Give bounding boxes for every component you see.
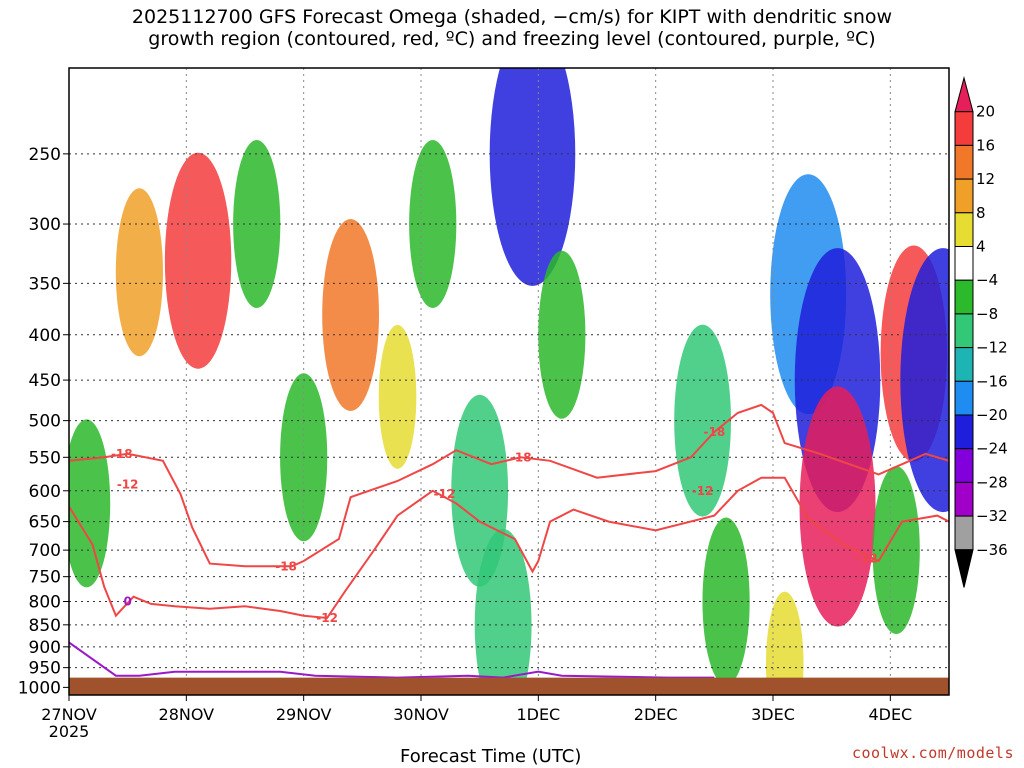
credit-link[interactable]: coolwx.com/models bbox=[851, 744, 1014, 762]
omega-cell-18 bbox=[872, 466, 920, 635]
colorbar-swatch-10 bbox=[954, 414, 974, 450]
colorbar-swatch-2 bbox=[954, 144, 974, 180]
y-tick-label-900: 900 bbox=[29, 638, 61, 658]
x-tick-label-3DEC: 3DEC bbox=[751, 705, 795, 724]
contour-label-1: -12 bbox=[117, 477, 139, 491]
colorbar-label-7: −12 bbox=[976, 339, 1008, 357]
contour-label-7: -12 bbox=[692, 484, 714, 498]
colorbar-label-8: −16 bbox=[976, 372, 1008, 390]
x-year-label: 2025 bbox=[49, 722, 90, 741]
x-tick-label-28NOV: 28NOV bbox=[159, 705, 215, 724]
x-axis: 27NOV 28NOV 29NOV 30NOV 1DEC 2DEC 3DEC 4DEC 2025 bbox=[41, 695, 912, 741]
contour-label-4: -18 bbox=[510, 450, 532, 464]
contour-label-0: -18 bbox=[111, 447, 133, 461]
x-tick-label-29NOV: 29NOV bbox=[276, 705, 332, 724]
y-tick-label-950: 950 bbox=[29, 659, 61, 679]
x-axis-label: Forecast Time (UTC) bbox=[400, 746, 582, 767]
x-tick-label-30NOV: 30NOV bbox=[393, 705, 449, 724]
colorbar-swatch-6 bbox=[954, 279, 974, 315]
omega-cell-20 bbox=[765, 591, 804, 695]
colorbar-label-5: −4 bbox=[976, 271, 998, 289]
omega-cell-2 bbox=[164, 152, 232, 369]
colorbar-label-4: 4 bbox=[976, 238, 986, 256]
x-tick-label-27NOV: 27NOV bbox=[41, 705, 97, 724]
y-tick-label-600: 600 bbox=[29, 482, 61, 502]
colorbar-swatch-4 bbox=[954, 212, 974, 248]
colorbar-swatch-1 bbox=[954, 111, 974, 146]
contour-label-5: -12 bbox=[434, 487, 456, 501]
terrain-band bbox=[69, 677, 949, 695]
omega-cell-1 bbox=[115, 188, 163, 357]
colorbar-swatch-3 bbox=[954, 178, 974, 214]
colorbar: 20 16 12 8 4 −4 −8 −12 −16 −20 −24 −28 −32 −36 bbox=[954, 76, 1008, 588]
colorbar-label-13: −36 bbox=[976, 541, 1008, 559]
omega-cell-13 bbox=[702, 517, 750, 686]
dgz-contour-minus12 bbox=[69, 476, 949, 620]
contour-label-9: 0 bbox=[123, 595, 131, 609]
colorbar-label-12: −32 bbox=[976, 507, 1008, 525]
omega-cell-10 bbox=[489, 68, 576, 286]
colorbar-swatch-12 bbox=[954, 481, 974, 517]
y-tick-label-400: 400 bbox=[29, 326, 61, 346]
y-tick-label-750: 750 bbox=[29, 568, 61, 588]
terrain bbox=[69, 677, 949, 695]
plot-frame bbox=[68, 67, 950, 696]
colorbar-swatch-14 bbox=[954, 549, 974, 588]
contour-label-6: -18 bbox=[703, 425, 725, 439]
colorbar-swatch-5 bbox=[954, 246, 974, 281]
omega-cell-12 bbox=[674, 324, 731, 517]
dgz-contour-minus18 bbox=[69, 403, 949, 568]
y-tick-label-1000: 1000 bbox=[18, 678, 61, 698]
omega-cell-19 bbox=[900, 248, 949, 513]
y-tick-label-800: 800 bbox=[29, 593, 61, 613]
y-tick-label-700: 700 bbox=[29, 541, 61, 561]
y-tick-label-300: 300 bbox=[29, 215, 61, 235]
colorbar-swatch-13 bbox=[954, 515, 974, 551]
y-tick-label-350: 350 bbox=[29, 274, 61, 294]
colorbar-label-2: 12 bbox=[976, 170, 995, 188]
omega-cell-7 bbox=[409, 140, 457, 309]
x-tick-label-4DEC: 4DEC bbox=[868, 705, 912, 724]
grid-lines bbox=[69, 68, 949, 695]
omega-cell-0 bbox=[69, 419, 111, 588]
omega-cell-6 bbox=[378, 324, 417, 469]
omega-cell-4 bbox=[322, 219, 379, 412]
colorbar-label-9: −20 bbox=[976, 406, 1008, 424]
chart-title: 2025112700 GFS Forecast Omega (shaded, −… bbox=[0, 6, 1024, 50]
y-axis: 2503003504004505005506006507007508008509… bbox=[18, 145, 69, 698]
y-tick-label-450: 450 bbox=[29, 371, 61, 391]
colorbar-swatch-9 bbox=[954, 380, 974, 416]
contour-label-8: -12 bbox=[856, 551, 878, 565]
colorbar-label-11: −28 bbox=[976, 473, 1008, 491]
colorbar-label-1: 16 bbox=[976, 136, 995, 154]
y-tick-label-850: 850 bbox=[29, 616, 61, 636]
contour-label-2: -18 bbox=[275, 559, 297, 573]
omega-shading bbox=[69, 68, 949, 695]
colorbar-label-6: −8 bbox=[976, 305, 998, 323]
y-tick-label-550: 550 bbox=[29, 448, 61, 468]
freezing-level-contour bbox=[69, 641, 715, 679]
omega-cell-9 bbox=[474, 528, 532, 695]
colorbar-swatch-8 bbox=[954, 347, 974, 382]
x-tick-label-1DEC: 1DEC bbox=[516, 705, 560, 724]
colorbar-label-0: 20 bbox=[976, 103, 995, 121]
colorbar-swatch-7 bbox=[954, 313, 974, 349]
colorbar-label-10: −24 bbox=[976, 440, 1008, 458]
x-tick-label-2DEC: 2DEC bbox=[634, 705, 678, 724]
omega-cell-16 bbox=[799, 386, 876, 627]
title-line-2: growth region (contoured, red, ºC) and f… bbox=[148, 28, 876, 50]
y-tick-label-500: 500 bbox=[29, 412, 61, 432]
title-line-1: 2025112700 GFS Forecast Omega (shaded, −… bbox=[131, 6, 893, 28]
contour-label-3: -12 bbox=[316, 611, 338, 625]
contour-lines: -18 -12 -18 -12 -18 -12 -18 -12 -12 0 bbox=[69, 403, 949, 679]
colorbar-swatch-0 bbox=[954, 76, 974, 113]
y-tick-label-250: 250 bbox=[29, 145, 61, 165]
colorbar-swatch-11 bbox=[954, 448, 974, 483]
colorbar-label-3: 8 bbox=[976, 204, 986, 222]
y-tick-label-650: 650 bbox=[29, 513, 61, 533]
